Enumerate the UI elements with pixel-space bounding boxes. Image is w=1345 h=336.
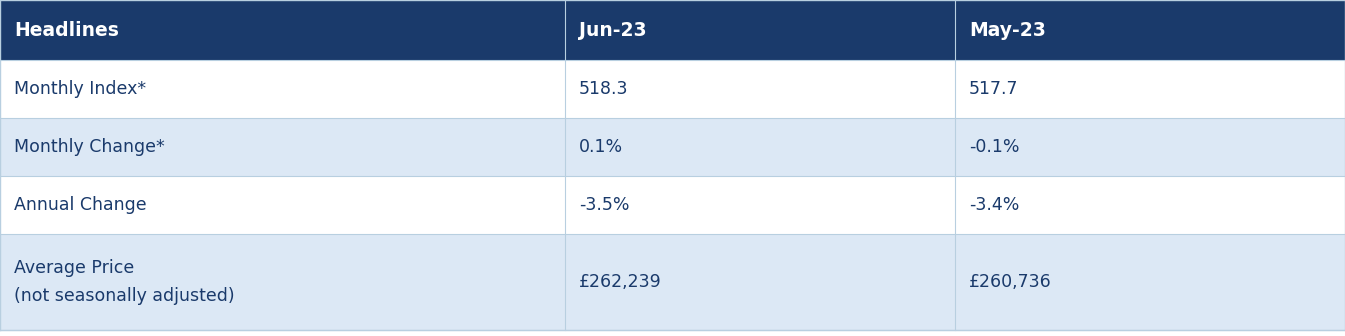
Text: Annual Change: Annual Change (13, 196, 147, 214)
Bar (955, 0, 1345, 60)
Text: May-23: May-23 (968, 20, 1046, 40)
Bar (955, 234, 1345, 330)
Bar (955, 118, 1345, 176)
Text: £260,736: £260,736 (968, 273, 1052, 291)
Bar (0, 60, 565, 118)
Bar (565, 0, 955, 60)
Bar (565, 60, 955, 118)
Bar (0, 0, 565, 60)
Text: Headlines: Headlines (13, 20, 118, 40)
Text: -3.5%: -3.5% (578, 196, 629, 214)
Text: 517.7: 517.7 (968, 80, 1018, 98)
Bar (955, 60, 1345, 118)
Bar (565, 118, 955, 176)
Text: Monthly Change*: Monthly Change* (13, 138, 164, 156)
Bar (565, 234, 955, 330)
Text: Monthly Index*: Monthly Index* (13, 80, 147, 98)
Text: -3.4%: -3.4% (968, 196, 1020, 214)
Bar (0, 176, 565, 234)
Text: 0.1%: 0.1% (578, 138, 623, 156)
Text: 518.3: 518.3 (578, 80, 628, 98)
Text: £262,239: £262,239 (578, 273, 662, 291)
Bar (0, 118, 565, 176)
Bar (565, 176, 955, 234)
Text: Jun-23: Jun-23 (578, 20, 647, 40)
Bar (0, 234, 565, 330)
Text: -0.1%: -0.1% (968, 138, 1020, 156)
Text: (not seasonally adjusted): (not seasonally adjusted) (13, 287, 234, 305)
Text: Average Price: Average Price (13, 259, 134, 277)
Bar (955, 176, 1345, 234)
